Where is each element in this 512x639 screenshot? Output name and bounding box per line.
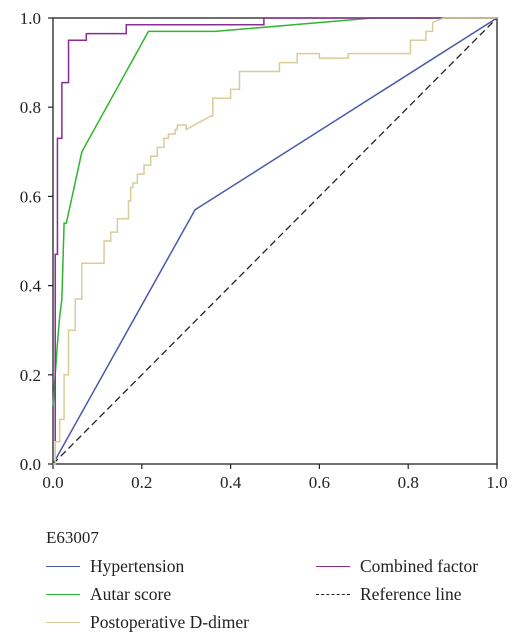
legend-item-reference-line: Reference line (316, 582, 506, 606)
y-tick-label: 0.0 (20, 455, 41, 474)
legend-swatch-combined-factor (316, 565, 350, 567)
roc-chart: 0.0 0.2 0.4 0.6 0.8 1.0 0.0 0.2 0.4 0.6 0.8 1.0 (20, 9, 508, 492)
x-tick-label: 0.0 (42, 473, 63, 492)
x-tick-label: 0.4 (220, 473, 242, 492)
legend-label-hypertension: Hypertension (90, 555, 185, 576)
y-tick-label: 0.8 (20, 98, 41, 117)
series-line-postoperative-d-dimer (53, 17, 497, 465)
series-line-autar-score (52, 17, 497, 407)
series-line-combined-factor (53, 17, 497, 465)
legend-item-postoperative-d-dimer: Postoperative D-dimer (46, 610, 316, 634)
legend-swatch-autar-score (46, 593, 80, 595)
legend-swatch-postoperative-d-dimer (46, 621, 80, 623)
y-tick-label: 0.4 (20, 277, 42, 296)
legend-label-postoperative-d-dimer: Postoperative D-dimer (90, 611, 249, 632)
legend-label-combined-factor: Combined factor (360, 555, 479, 576)
axes: 0.0 0.2 0.4 0.6 0.8 1.0 0.0 0.2 0.4 0.6 0.8 1.0 (20, 9, 508, 492)
x-tick-label: 0.6 (309, 473, 330, 492)
legend-grid: Hypertension Combined factor Autar score… (46, 554, 506, 634)
legend-label-reference-line: Reference line (360, 583, 462, 604)
series-line-hypertension (52, 17, 498, 465)
y-tick-label: 0.2 (20, 366, 41, 385)
y-tick-label: 1.0 (20, 9, 41, 28)
series-line-reference-line (52, 17, 498, 465)
series-layer (52, 17, 498, 465)
legend-item-combined-factor: Combined factor (316, 554, 506, 578)
legend-swatch-hypertension (46, 565, 80, 567)
legend-label-autar-score: Autar score (90, 583, 172, 604)
y-tick-label: 0.6 (20, 187, 41, 206)
legend: E63007 Hypertension Combined factor Auta… (46, 528, 506, 634)
legend-item-hypertension: Hypertension (46, 554, 316, 578)
legend-title: E63007 (46, 528, 99, 547)
x-tick-label: 1.0 (486, 473, 507, 492)
x-tick-label: 0.2 (131, 473, 152, 492)
legend-swatch-reference-line (316, 593, 350, 595)
legend-item-autar-score: Autar score (46, 582, 316, 606)
x-tick-label: 0.8 (398, 473, 419, 492)
